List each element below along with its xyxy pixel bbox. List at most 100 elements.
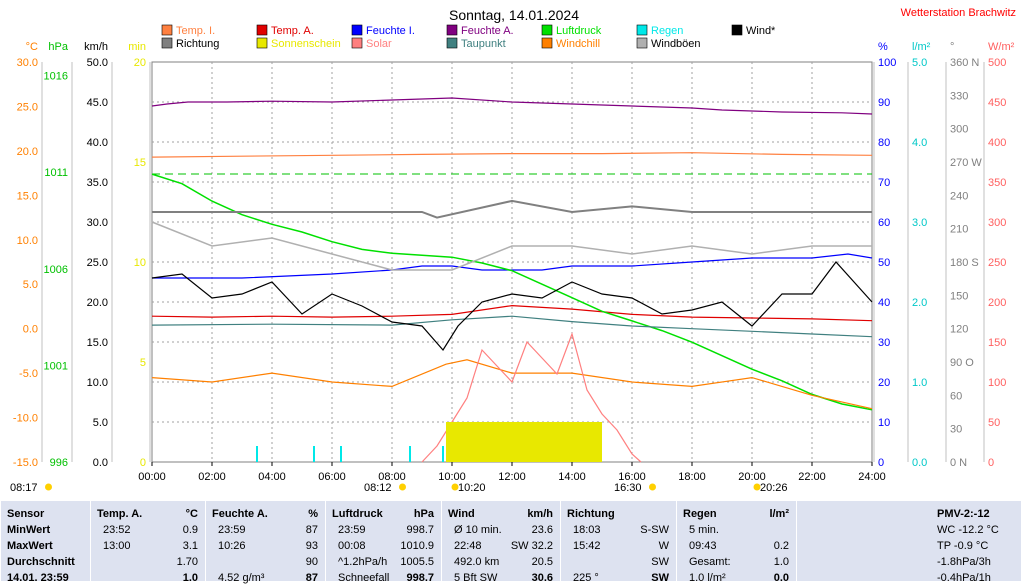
x-tick-label: 08:00 — [378, 471, 406, 483]
x-tick-label: 20:00 — [738, 471, 766, 483]
axis-tick-temp: 15.0 — [17, 190, 38, 202]
axis-tick-solar: 50 — [988, 417, 1000, 429]
table-header: Feuchte A. — [212, 508, 268, 520]
table-cell: 998.7 — [406, 572, 434, 584]
axis-tick-wind: 35.0 — [87, 177, 108, 189]
table-cell: 998.7 — [406, 524, 434, 536]
legend-swatch — [541, 24, 553, 36]
axis-tick-humidity: 30 — [878, 337, 890, 349]
table-column: Luftdruck hPa 23:59 998.7 00:08 1010.9 ^1.2hPa… — [325, 501, 442, 584]
axis-tick-temp: 25.0 — [17, 101, 38, 113]
marker-time: 16:30 — [614, 482, 642, 494]
axis-unit-sun: min — [128, 41, 146, 53]
table-cell: 00:08 — [338, 540, 366, 552]
table-cell: 0.0 — [773, 572, 789, 584]
table-cell: 5 Bft SW — [454, 572, 498, 584]
series-layer — [151, 97, 873, 463]
axis-tick-solar: 150 — [988, 337, 1006, 349]
axis-tick-direction: 300 — [950, 124, 968, 136]
table-cell: 0.2 — [773, 540, 789, 552]
series-temp-i- — [151, 152, 873, 158]
table-header: Sensor — [7, 508, 45, 520]
axis-tick-wind: 5.0 — [93, 417, 108, 429]
axis-tick-solar: 450 — [988, 97, 1006, 109]
axis-tick-wind: 0.0 — [93, 457, 108, 469]
axis-tick-direction: 180 S — [950, 257, 979, 269]
legend-swatch — [161, 24, 173, 36]
axis-tick-humidity: 80 — [878, 137, 890, 149]
table-cell: 1.0 — [773, 556, 789, 568]
table-header: Wind — [448, 508, 475, 520]
table-cell: 1010.9 — [400, 540, 434, 552]
legend-swatch — [256, 24, 268, 36]
table-cell: S-SW — [640, 524, 669, 536]
sun-markers: 08:17 08:12 10:20 16:30 20:26 — [10, 482, 788, 494]
series-luftdruck — [151, 173, 873, 411]
axis-tick-temp: -5.0 — [19, 368, 38, 380]
axis-tick-pressure: 996 — [50, 457, 68, 469]
series-wind- — [151, 261, 873, 352]
legend-label: Wind* — [746, 25, 776, 37]
axis-tick-humidity: 90 — [878, 97, 890, 109]
axis-tick-humidity: 0 — [878, 457, 884, 469]
legend-label: Sonnenschein — [271, 38, 341, 50]
table-cell: 23:52 — [103, 524, 131, 536]
series-richtung — [152, 199, 872, 219]
legend-swatch — [351, 24, 363, 36]
legend-swatch — [256, 37, 268, 49]
axis-tick-temp: 30.0 — [17, 57, 38, 69]
table-column: Regen l/m² 5 min. 09:43 0.2 Gesamt: 1.0 1.0 l/m… — [676, 501, 797, 584]
axis-tick-pressure: 1001 — [44, 360, 68, 372]
table-cell: 1.70 — [176, 556, 198, 568]
x-tick-label: 22:00 — [798, 471, 826, 483]
axis-tick-wind: 50.0 — [87, 57, 108, 69]
station-name: Wetterstation Brachwitz — [901, 7, 1016, 19]
axis-tick-solar: 500 — [988, 57, 1006, 69]
axis-tick-direction: 360 N — [950, 57, 979, 69]
x-tick-label: 24:00 — [858, 471, 886, 483]
x-tick-label: 04:00 — [258, 471, 286, 483]
table-cell: 10:26 — [218, 540, 246, 552]
legend-label: Solar — [366, 38, 392, 50]
table-cell: Schneefall — [338, 572, 390, 584]
axis-tick-pressure: 1006 — [44, 264, 68, 276]
table-header: Regen — [683, 508, 717, 520]
axis-unit-humidity: % — [878, 41, 888, 53]
axis-tick-wind: 25.0 — [87, 257, 108, 269]
axis-tick-direction: 150 — [950, 290, 968, 302]
table-cell: 3.1 — [182, 540, 198, 552]
axis-tick-humidity: 40 — [878, 297, 890, 309]
table-header: Luftdruck — [332, 508, 383, 520]
table-header: Richtung — [567, 508, 615, 520]
table-cell: MaxWert — [7, 540, 53, 552]
legend-swatch — [636, 24, 648, 36]
axis-tick-pressure: 1011 — [44, 167, 68, 179]
axis-tick-solar: 100 — [988, 377, 1006, 389]
table-cell: 225 ° — [573, 572, 599, 584]
x-tick-label: 16:00 — [618, 471, 646, 483]
axis-tick-wind: 30.0 — [87, 217, 108, 229]
table-cell: SW 32.2 — [510, 540, 553, 552]
table-cell: 1005.5 — [400, 556, 434, 568]
table-column: PMV-2:-12 WC -12.2 °C TP -0.9 °C -1.8hPa/3h… — [796, 501, 1021, 584]
table-cell: SW — [651, 572, 669, 584]
axis-tick-direction: 0 N — [950, 457, 967, 469]
legend-swatch — [161, 37, 173, 49]
marker-time: 08:17 — [10, 482, 38, 494]
axis-tick-temp: 20.0 — [17, 146, 38, 158]
series-temp-a- — [151, 304, 873, 322]
x-tick-label: 00:00 — [138, 471, 166, 483]
legend-label: Taupunkt — [461, 38, 506, 50]
axis-tick-solar: 200 — [988, 297, 1006, 309]
table-cell: Gesamt: — [689, 556, 731, 568]
table-cell: 4.52 g/m³ — [218, 572, 265, 584]
table-header: Temp. A. — [97, 508, 143, 520]
axis-tick-sun: 0 — [140, 457, 146, 469]
table-unit: l/m² — [769, 508, 789, 520]
axis-tick-solar: 0 — [988, 457, 994, 469]
table-cell: TP -0.9 °C — [937, 540, 989, 552]
axis-tick-rain: 0.0 — [912, 457, 927, 469]
axis-tick-temp: 5.0 — [23, 279, 38, 291]
table-cell: 23:59 — [338, 524, 366, 536]
axis-tick-direction: 210 — [950, 224, 968, 236]
